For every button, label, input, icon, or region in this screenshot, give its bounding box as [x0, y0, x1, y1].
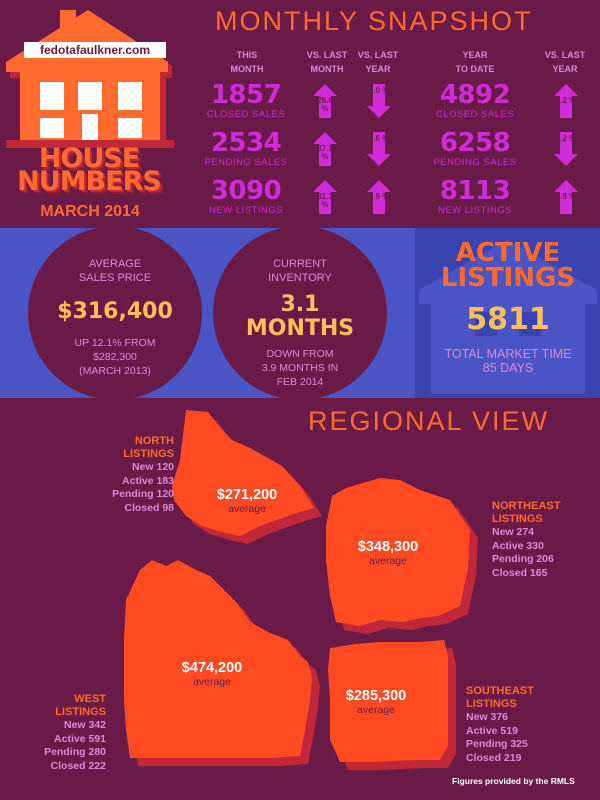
southeast-price: $285,300 average [345, 688, 407, 716]
region-southeast-shape [328, 640, 448, 762]
west-price: $474,200 average [181, 660, 243, 688]
inventory-prev-date: FEB 2014 [276, 376, 324, 388]
arrow-down-icon [367, 84, 391, 118]
northeast-price: $348,300 average [357, 539, 419, 567]
region-west-legend: WEST LISTINGS New 342 Active 591 Pending… [44, 693, 106, 772]
percent-change: 1.9 % [555, 192, 577, 201]
percent-change: 26.6 % [317, 96, 333, 113]
ytd-vs-last-year-arrow: 3.2 % [554, 132, 578, 166]
this-month-label: NEW LISTINGS [208, 205, 284, 216]
region-northeast-shape [326, 478, 470, 626]
regional-map [124, 410, 478, 770]
percent-change: 2.2 % [555, 96, 577, 105]
this-month-value: 1857 [210, 80, 282, 110]
arrow-up-icon [554, 84, 578, 118]
header-vs-last-month: VS. LAST MONTH [306, 50, 348, 74]
percent-change: 2.9 % [368, 192, 390, 201]
inventory-change: DOWN FROM [266, 348, 334, 360]
ytd-label: NEW LISTINGS [437, 205, 513, 216]
arrow-down-icon [554, 132, 578, 166]
this-month-value: 3090 [210, 176, 282, 206]
arrow-up-icon [313, 132, 337, 166]
region-southeast-legend: SOUTHEAST LISTINGS New 376 Active 519 Pe… [466, 685, 534, 764]
avg-price-prev: $282,300 [93, 351, 137, 363]
arrow-up-icon [313, 180, 337, 214]
market-time: TOTAL MARKET TIME 85 DAYS [444, 347, 572, 375]
arrow-up-icon [313, 84, 337, 118]
ytd-vs-last-year-arrow: 2.2 % [554, 84, 578, 118]
arrow-up-icon [554, 180, 578, 214]
inventory-title-2: INVENTORY [268, 272, 332, 284]
snapshot-title: MONTHLY SNAPSHOT [215, 6, 533, 36]
active-listings-title: ACTIVE LISTINGS [440, 238, 576, 293]
arrow-up-icon [367, 180, 391, 214]
inventory-prev: 3.9 MONTHS IN [261, 362, 339, 374]
percent-change: 3.2 % [555, 134, 577, 143]
ytd-label: CLOSED SALES [435, 109, 515, 120]
regional-title: REGIONAL VIEW [308, 406, 550, 436]
site-url[interactable]: fedotafaulkner.com [24, 42, 166, 58]
region-west-shape [124, 560, 312, 758]
footnote: Figures provided by the RMLS [452, 776, 575, 786]
header-this-month: THIS MONTH [230, 50, 264, 74]
region-north-legend: NORTH LISTINGS New 120 Active 183 Pendin… [112, 435, 174, 514]
region-north-shape [172, 410, 314, 536]
percent-change: 3.6 % [368, 134, 390, 143]
this-month-label: CLOSED SALES [206, 109, 286, 120]
house-outline-icon [415, 228, 600, 398]
ytd-value: 8113 [439, 176, 511, 206]
avg-price-title: AVERAGE [88, 258, 142, 270]
vs-last-year-arrow: 2.9 % [367, 180, 391, 214]
vs-last-month-arrow: 26.6 % [313, 84, 337, 118]
avg-price-prev-date: (MARCH 2013) [79, 365, 151, 377]
ytd-vs-last-year-arrow: 1.9 % [554, 180, 578, 214]
logo-title: HOUSE NUMBERS [17, 143, 162, 197]
inventory-circle: CURRENT INVENTORY 3.1 MONTHS DOWN FROM 3… [213, 226, 387, 400]
vs-last-year-arrow: 3.6 % [367, 132, 391, 166]
ytd-value: 4892 [439, 80, 511, 110]
this-month-value: 2534 [210, 128, 282, 158]
ytd-label: PENDING SALES [433, 157, 517, 168]
percent-change: 31.3 % [317, 192, 333, 209]
region-northeast-legend: NORTHEAST LISTINGS New 274 Active 330 Pe… [492, 500, 561, 579]
avg-price-title-2: SALES PRICE [78, 272, 152, 284]
vs-last-month-arrow: 31.3 % [313, 180, 337, 214]
header-vs-last-year: VS. LAST YEAR [357, 50, 399, 74]
report-date: MARCH 2014 [40, 203, 140, 220]
avg-price-value: $316,400 [57, 299, 173, 324]
active-listings-value: 5811 [466, 302, 550, 337]
inventory-value: 3.1 [280, 292, 320, 317]
percent-change: 37.1 % [317, 144, 333, 161]
inventory-unit: MONTHS [245, 316, 355, 341]
header-year-to-date: YEAR TO DATE [455, 50, 495, 74]
percent-change: 4.0 % [368, 86, 390, 95]
avg-price-change: UP 12.1% FROM [74, 337, 156, 349]
vs-last-month-arrow: 37.1 % [313, 132, 337, 166]
inventory-title: CURRENT [273, 258, 327, 270]
this-month-label: PENDING SALES [204, 157, 288, 168]
arrow-down-icon [367, 132, 391, 166]
north-price: $271,200 average [216, 487, 278, 515]
avg-price-circle: AVERAGE SALES PRICE $316,400 UP 12.1% FR… [28, 226, 202, 400]
vs-last-year-arrow: 4.0 % [367, 84, 391, 118]
ytd-value: 6258 [439, 128, 511, 158]
header-ytd-vs-last-year: VS. LAST YEAR [544, 50, 586, 74]
